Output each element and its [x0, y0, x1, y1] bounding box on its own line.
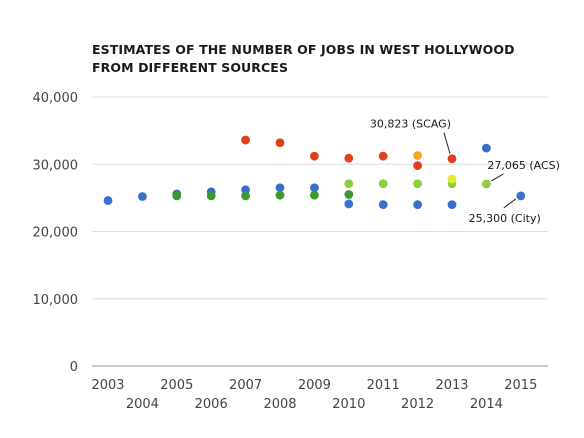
data-point [378, 151, 388, 161]
y-axis-ticks: 0 10,000 20,000 30,000 40,000 [33, 91, 79, 375]
x-tick-label: 2003 [91, 378, 124, 393]
data-point [310, 190, 319, 200]
data-point [344, 179, 354, 189]
annotation-label: 27,065 (ACS) [487, 159, 560, 172]
data-point [378, 200, 388, 210]
gridlines [92, 96, 548, 367]
data-point [413, 151, 422, 160]
data-point [275, 138, 285, 148]
data-point [138, 192, 147, 201]
x-tick-label: 2007 [229, 378, 262, 393]
data-point [172, 191, 182, 201]
data-point [241, 135, 251, 145]
y-tick-label: 10,000 [33, 293, 79, 308]
x-tick-label: 2004 [126, 397, 159, 412]
data-point [103, 196, 113, 205]
x-tick-label: 2009 [298, 378, 331, 393]
y-tick-label: 20,000 [33, 226, 79, 241]
data-point [413, 161, 422, 170]
x-tick-label: 2015 [504, 378, 537, 393]
data-point [447, 200, 457, 210]
x-tick-label: 2014 [470, 397, 503, 412]
y-tick-label: 40,000 [33, 91, 79, 106]
data-point [344, 190, 354, 199]
x-tick-label: 2006 [195, 397, 228, 412]
data-point [275, 183, 285, 193]
data-point [482, 143, 491, 153]
x-tick-label: 2012 [401, 397, 434, 412]
data-point [516, 191, 526, 201]
data-point [241, 191, 251, 201]
data-point [344, 153, 354, 163]
data-point [447, 174, 457, 184]
x-tick-label: 2008 [263, 397, 296, 412]
annotations: 30,823 (SCAG) 27,065 (ACS) 25,300 (City) [370, 118, 560, 225]
data-point [241, 185, 251, 195]
chart-title: ESTIMATES OF THE NUMBER OF JOBS IN WEST … [92, 41, 562, 77]
data-point [206, 191, 216, 201]
y-tick-label: 0 [70, 360, 78, 375]
data-point [310, 183, 319, 193]
annotation-leader [503, 198, 517, 209]
chart-title-line-2: FROM DIFFERENT SOURCES [92, 60, 289, 75]
data-points [103, 135, 526, 210]
x-tick-label: 2011 [367, 378, 400, 393]
annotation-leader [491, 173, 504, 182]
x-axis-ticks: 2003200420052006200720082009201020112012… [91, 378, 537, 412]
data-point [482, 179, 491, 189]
data-point [413, 179, 422, 189]
data-point [413, 200, 422, 210]
y-tick-label: 30,000 [33, 158, 79, 173]
annotation-leader [443, 132, 451, 154]
chart-title-line-1: ESTIMATES OF THE NUMBER OF JOBS IN WEST … [92, 42, 515, 57]
data-point [275, 190, 285, 200]
annotation-label: 30,823 (SCAG) [370, 118, 451, 131]
data-point [447, 154, 457, 164]
x-tick-label: 2013 [435, 378, 468, 393]
x-tick-label: 2010 [332, 397, 365, 412]
data-point [344, 199, 354, 209]
annotation-label: 25,300 (City) [469, 212, 541, 225]
data-point [378, 179, 388, 189]
x-tick-label: 2005 [160, 378, 193, 393]
data-point [310, 151, 319, 161]
